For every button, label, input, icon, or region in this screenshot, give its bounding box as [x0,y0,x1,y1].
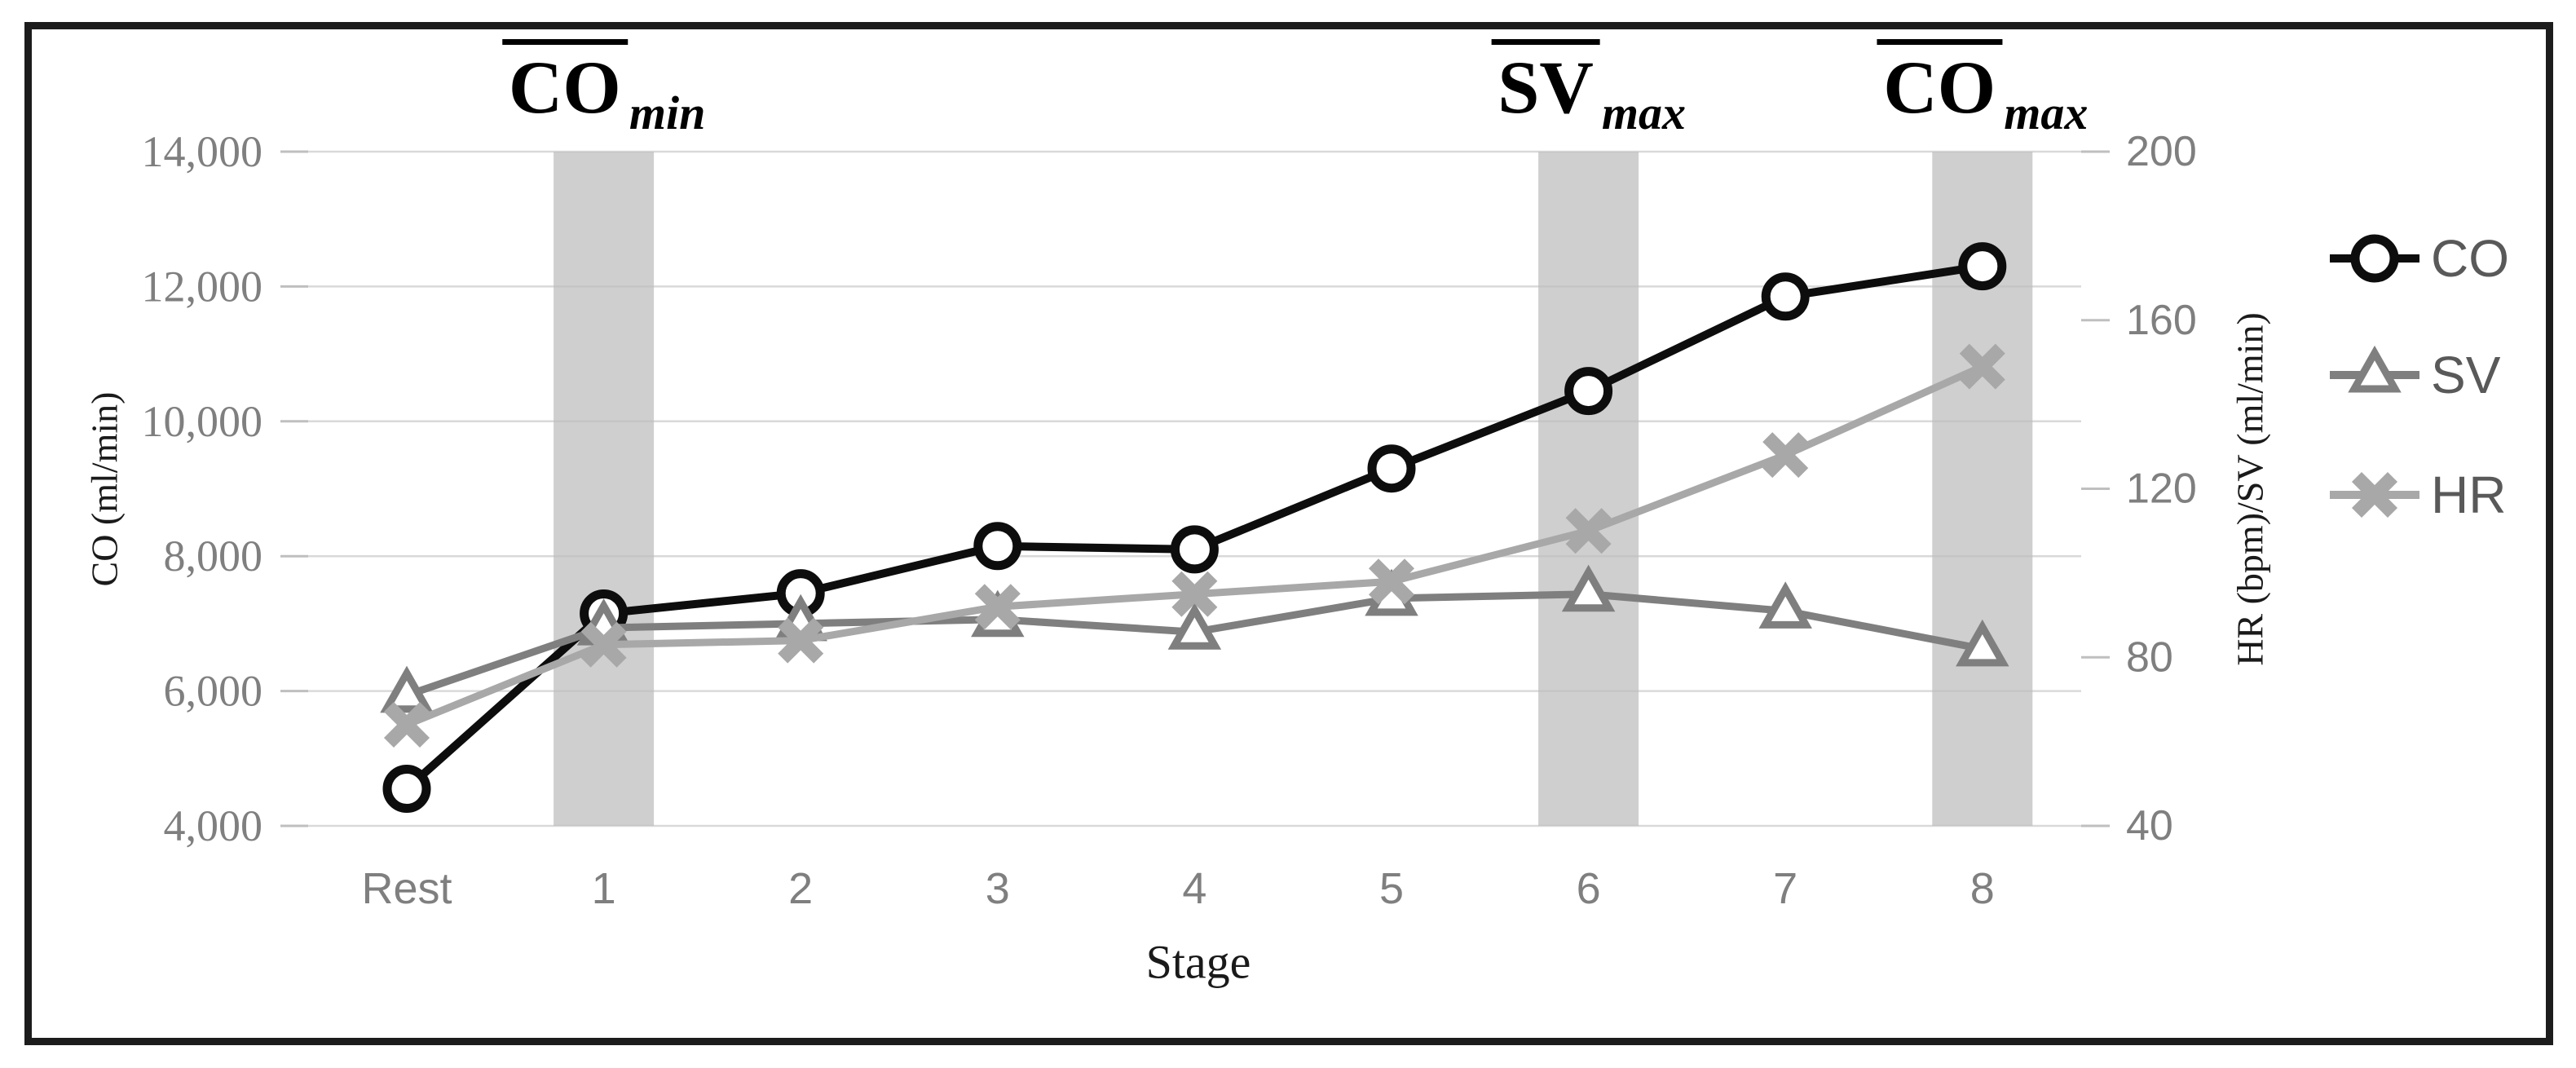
co-marker-3 [973,522,1022,571]
hr-marker-5 [1368,558,1415,605]
x-axis-tick-label: 2 [788,864,813,913]
hr-marker-4 [1171,571,1218,617]
co-marker-5 [1367,444,1416,493]
hr-marker-6 [1565,508,1612,554]
left-axis-tick-label: 10,000 [142,397,263,446]
x-axis-tick-label: 4 [1182,864,1206,913]
x-axis-tick-label: 1 [592,864,616,913]
x-axis-tick-label: 3 [986,864,1010,913]
hr-marker-7 [1762,432,1809,479]
highlight-band [554,152,655,826]
left-axis-tick-label: 14,000 [142,127,263,176]
x-axis-tick-label: 6 [1577,864,1601,913]
hr-marker-3 [974,584,1021,630]
figure-border [24,22,2553,1045]
sv-marker-6 [1561,564,1616,612]
highlight-band [1538,152,1639,826]
co-marker-6 [1564,367,1613,416]
right-axis-tick-label: 80 [2126,633,2173,681]
left-axis-tick-label: 4,000 [164,801,263,850]
hr-marker-8 [1959,343,2005,390]
left-axis-tick-label: 6,000 [164,667,263,716]
legend-marker-co [2350,234,2399,283]
co-marker-4 [1170,525,1219,574]
x-axis-tick-label: 7 [1773,864,1797,913]
right-axis-tick-label: 200 [2126,128,2197,175]
legend-marker-sv [2348,345,2402,393]
legend-label-sv: SV [2431,346,2501,404]
right-axis-tick-label: 160 [2126,297,2197,344]
left-axis-title: CO (ml/min) [84,392,126,587]
legend-marker-hr [2351,471,2398,519]
co-marker-7 [1761,272,1810,321]
x-axis-tick-label: Rest [361,864,452,913]
hr-marker-2 [778,617,824,664]
legend-label-co: CO [2431,229,2509,288]
x-axis-tick-label: 5 [1379,864,1404,913]
left-axis-tick-label: 8,000 [164,532,263,580]
right-axis-tick-label: 120 [2126,466,2197,513]
sv-marker-4 [1167,602,1222,650]
co-marker-8 [1958,242,2007,291]
left-axis-tick-label: 12,000 [142,262,263,311]
right-axis-title: HR (bpm)/SV (ml/min) [2230,312,2271,666]
hr-marker-rest [383,701,430,748]
sv-marker-8 [1956,619,2009,667]
x-axis-tick-label: 8 [1970,864,1995,913]
sv-marker-7 [1758,581,1812,629]
legend-label-hr: HR [2431,466,2506,524]
right-axis-tick-label: 40 [2126,802,2173,850]
co-marker-rest [382,765,431,814]
x-axis-title: Stage [1146,936,1251,989]
sv-marker-rest [380,665,434,713]
hr-marker-1 [580,621,627,668]
